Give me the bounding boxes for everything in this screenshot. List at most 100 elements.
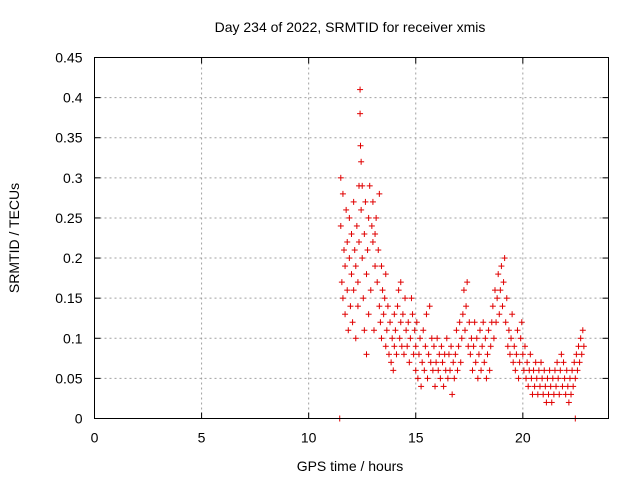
data-point [376, 190, 383, 197]
data-point [544, 375, 551, 382]
data-point [346, 214, 353, 221]
data-point [556, 391, 563, 398]
data-point [357, 142, 364, 149]
data-point [472, 359, 479, 366]
chart-title: Day 234 of 2022, SRMTID for receiver xmi… [215, 19, 486, 35]
data-point [425, 351, 432, 358]
data-point [575, 343, 582, 350]
data-point [477, 327, 483, 334]
data-point [542, 383, 549, 390]
data-point [559, 383, 566, 390]
data-point [357, 86, 364, 93]
x-tick-label: 15 [408, 430, 424, 446]
data-point [493, 319, 500, 326]
data-point [372, 230, 379, 237]
data-point [486, 367, 493, 374]
data-point [383, 327, 390, 334]
data-point [352, 263, 359, 270]
data-point [434, 335, 441, 342]
data-point [519, 351, 526, 358]
data-point [460, 287, 467, 294]
data-point [463, 303, 470, 310]
data-point [554, 359, 561, 366]
data-point [428, 335, 435, 342]
data-point [454, 367, 461, 374]
data-point [360, 295, 367, 302]
data-point [572, 375, 579, 382]
data-point [436, 351, 443, 358]
data-point [517, 335, 524, 342]
data-point [491, 287, 498, 294]
data-point [521, 343, 528, 350]
data-point [384, 303, 391, 310]
data-point [342, 263, 349, 270]
data-point [430, 343, 437, 350]
data-point [372, 263, 379, 270]
data-point [338, 279, 345, 286]
data-point [495, 271, 502, 278]
y-tick-label: 0.15 [55, 290, 82, 306]
data-point [563, 367, 570, 374]
data-points [336, 86, 587, 422]
data-point [455, 343, 462, 350]
data-point [459, 311, 466, 318]
data-point [358, 158, 365, 165]
data-point [576, 359, 583, 366]
data-point [503, 295, 510, 302]
data-point [450, 359, 457, 366]
data-point [553, 383, 560, 390]
data-point [570, 383, 577, 390]
data-point [387, 319, 394, 326]
data-point [489, 303, 496, 310]
data-point [510, 359, 517, 366]
data-point [397, 319, 404, 326]
data-point [369, 198, 376, 205]
data-point [432, 383, 439, 390]
data-point [391, 343, 398, 350]
grid-lines [94, 57, 609, 419]
data-point [413, 319, 420, 326]
x-tick-label: 10 [301, 430, 317, 446]
data-point [539, 375, 546, 382]
data-point [500, 279, 507, 286]
data-point [361, 230, 368, 237]
data-point [362, 198, 369, 205]
data-point [380, 311, 387, 318]
data-point [449, 391, 456, 398]
data-point [451, 375, 458, 382]
data-point [339, 190, 346, 197]
x-tick-label: 0 [91, 430, 99, 446]
y-axis-ticks: 0 0.05 0.1 0.15 0.2 0.25 0.3 0.35 0.4 0.45 [55, 50, 609, 427]
data-point [361, 327, 368, 334]
data-point [457, 359, 464, 366]
data-point [560, 359, 567, 366]
data-point [518, 319, 525, 326]
data-point [561, 375, 568, 382]
data-point [393, 351, 400, 358]
data-point [502, 319, 509, 326]
data-point [439, 359, 446, 366]
data-point [444, 375, 451, 382]
data-point [562, 391, 569, 398]
data-point [505, 327, 512, 334]
data-point [358, 206, 365, 213]
data-point [478, 367, 485, 374]
data-point [354, 279, 361, 286]
data-point [458, 335, 465, 342]
data-point [516, 359, 523, 366]
data-point [342, 311, 349, 318]
data-point [339, 295, 346, 302]
data-point [375, 247, 382, 254]
data-point [543, 399, 550, 406]
data-point [403, 327, 410, 334]
y-tick-label: 0.05 [55, 370, 82, 386]
x-tick-label: 5 [198, 430, 206, 446]
data-point [377, 319, 384, 326]
data-point [355, 239, 362, 246]
data-point [394, 303, 401, 310]
data-point [550, 391, 557, 398]
y-tick-label: 0 [75, 411, 83, 427]
data-point [410, 351, 417, 358]
data-point [345, 327, 352, 334]
data-point [523, 375, 530, 382]
